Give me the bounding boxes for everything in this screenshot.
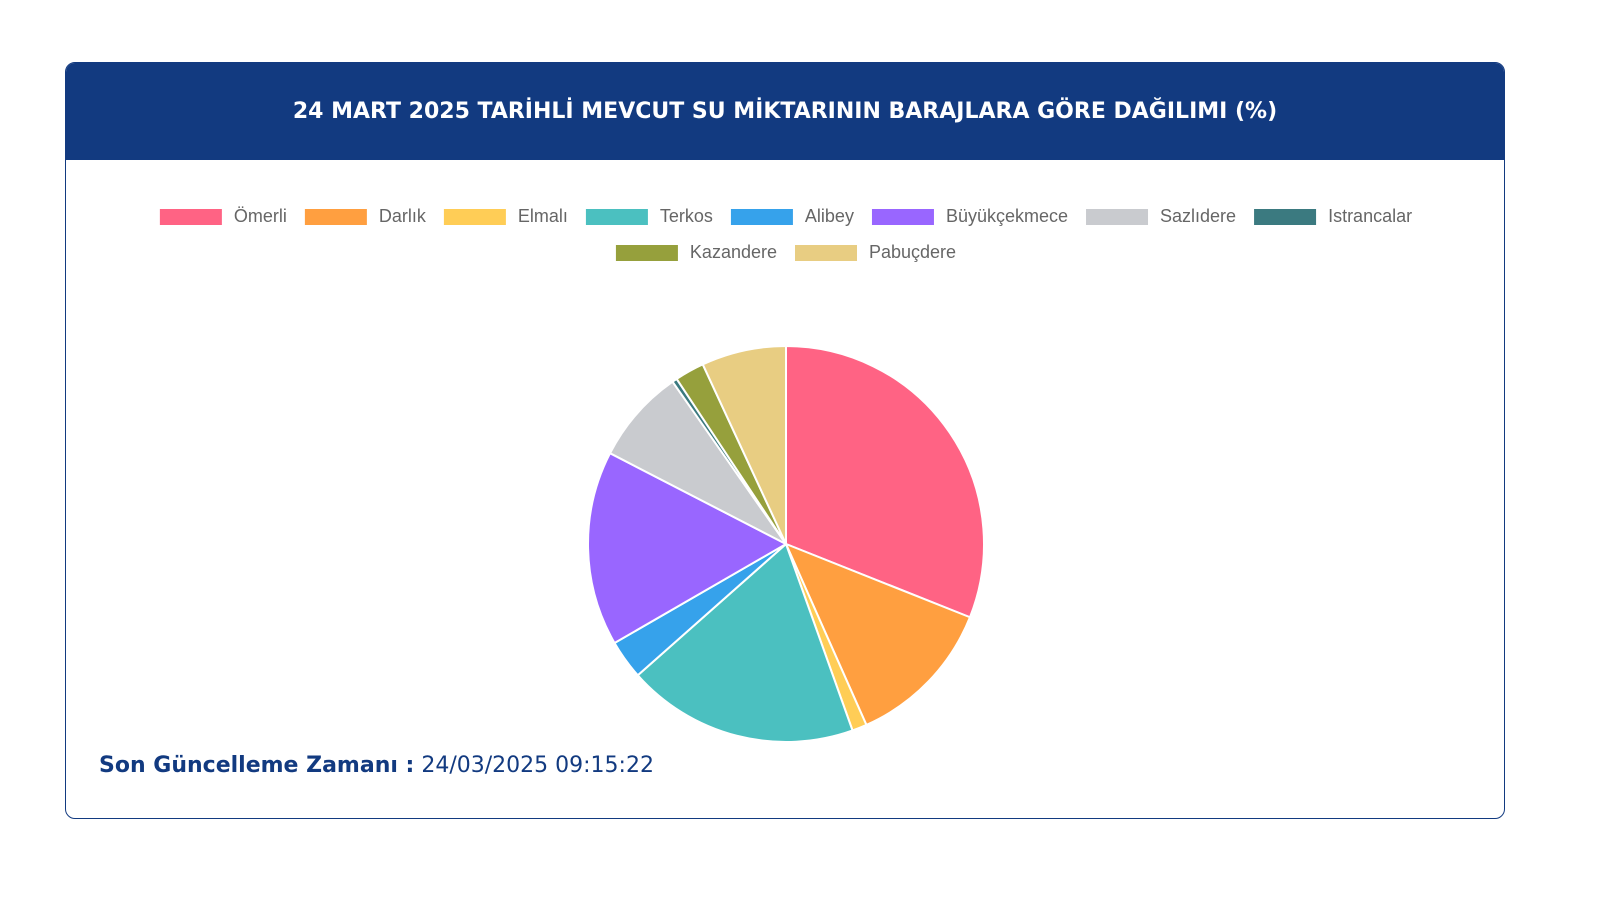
footer-label: Son Güncelleme Zamanı : (99, 753, 415, 778)
legend-label: Sazlıdere (1160, 206, 1236, 226)
legend-swatch (795, 245, 857, 261)
pie-slice (784, 542, 972, 727)
legend-label: Kazandere (690, 242, 777, 262)
legend-label: Pabuçdere (869, 242, 956, 262)
legend-swatch (304, 209, 367, 225)
pie-slice (636, 542, 854, 743)
pie-slice (608, 380, 787, 545)
legend-label: Ömerli (234, 206, 287, 226)
pie-slice (701, 344, 787, 545)
legend-swatch (615, 245, 678, 261)
legend-swatch (1086, 209, 1149, 225)
legend-swatch (1254, 209, 1317, 225)
chart-title: 24 MART 2025 TARİHLİ MEVCUT SU MİKTARINI… (66, 63, 1504, 160)
footer: Son Güncelleme Zamanı : 24/03/2025 09:15… (99, 753, 654, 778)
legend-label: Terkos (660, 206, 713, 226)
legend-swatch (443, 209, 506, 225)
pie-slice (587, 451, 789, 645)
legend-label: Elmalı (518, 206, 568, 226)
legend-swatch (159, 209, 222, 225)
pie-slice (785, 344, 985, 619)
legend-label: Büyükçekmece (946, 206, 1068, 226)
footer-timestamp: 24/03/2025 09:15:22 (421, 753, 654, 778)
legend-swatch (730, 209, 793, 225)
legend-label: Darlık (379, 206, 427, 226)
legend-swatch (871, 209, 934, 225)
legend-swatch (585, 209, 648, 225)
chart-card: 24 MART 2025 TARİHLİ MEVCUT SU MİKTARINI… (65, 62, 1505, 819)
chart: Ömerli Darlık Elmalı Terkos Alibey Büyükçekme… (159, 206, 1412, 743)
legend-label: Alibey (805, 206, 854, 226)
legend-label: Istrancalar (1328, 206, 1412, 226)
